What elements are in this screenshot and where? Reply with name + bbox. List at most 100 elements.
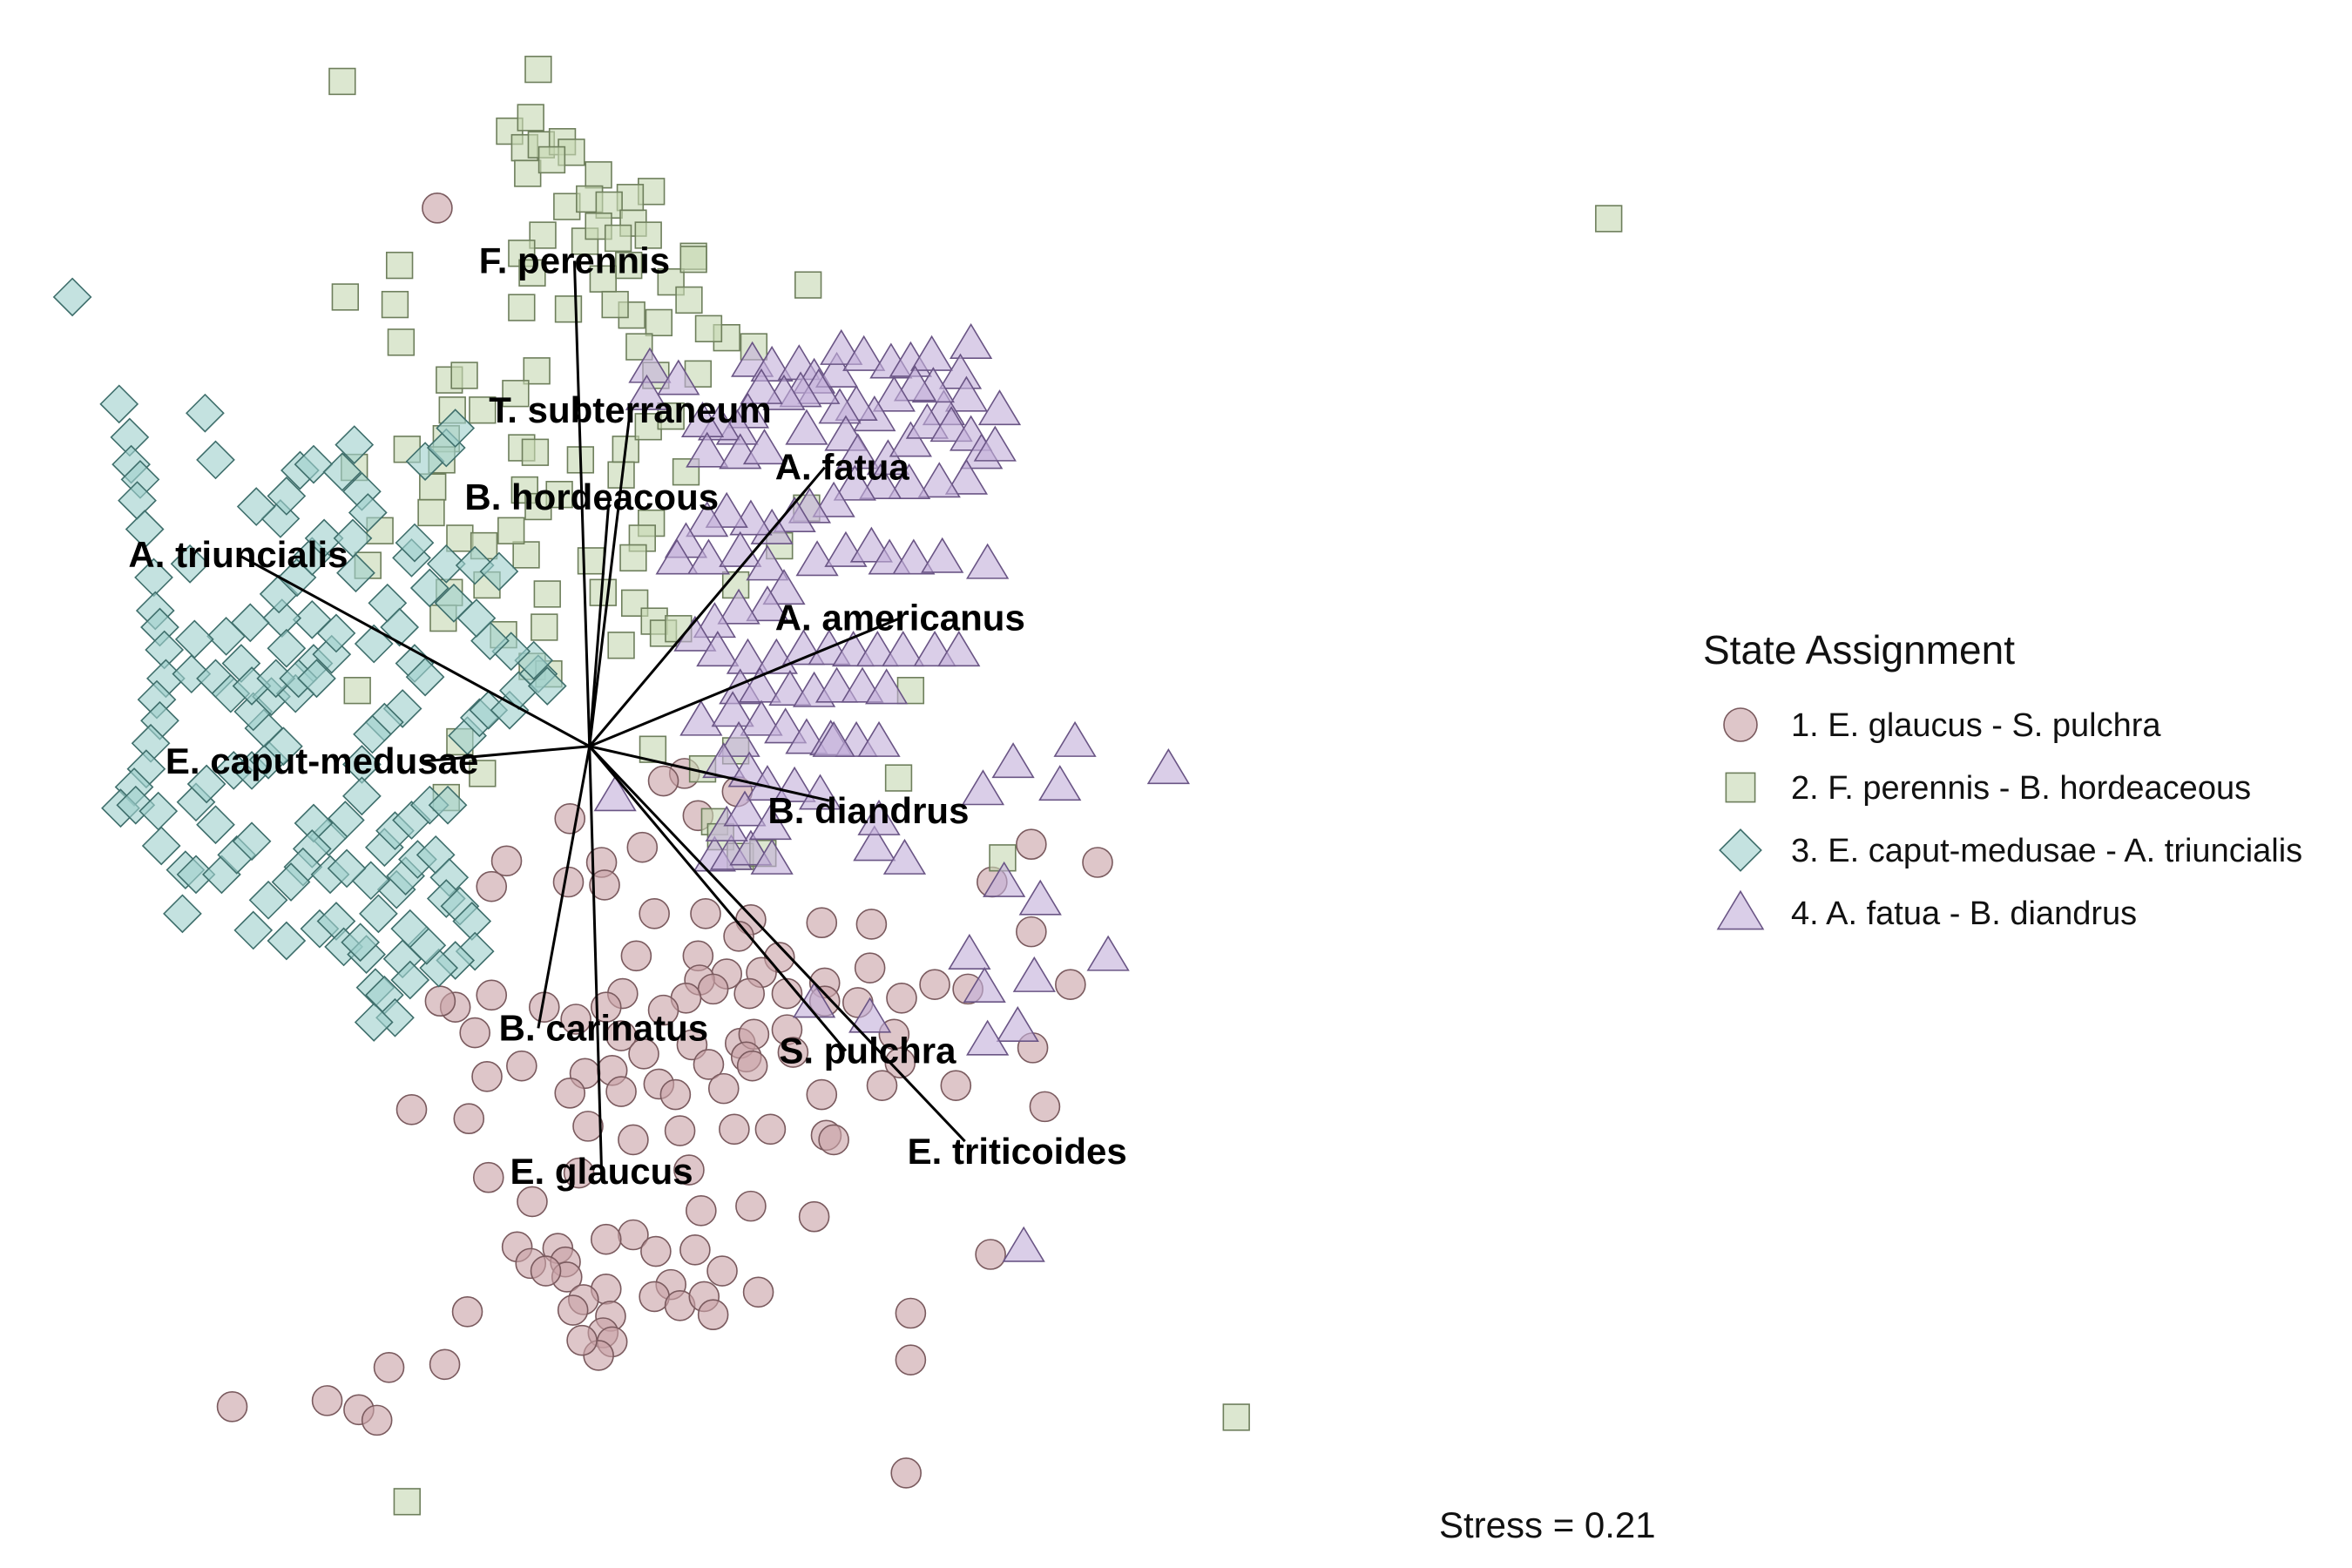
vector-line [588, 466, 826, 747]
data-point [726, 638, 770, 674]
data-point [729, 829, 773, 866]
data-point [628, 1038, 659, 1070]
data-point [707, 1072, 740, 1105]
vector-label: A. fatua [775, 447, 910, 488]
data-point [711, 691, 754, 727]
data-point [694, 314, 723, 342]
data-point [354, 1003, 394, 1042]
data-point [882, 838, 927, 875]
data-point [590, 991, 622, 1023]
vector-label: A. americanus [775, 598, 1025, 639]
data-point [963, 966, 1006, 1004]
data-point [335, 425, 375, 464]
data-point [422, 193, 453, 224]
data-point [723, 790, 767, 827]
data-point [297, 659, 336, 699]
data-point [836, 433, 880, 470]
data-point [271, 862, 311, 902]
data-point [1222, 1403, 1250, 1431]
legend-key [1719, 828, 1762, 872]
data-point [348, 493, 388, 532]
vector-line [588, 746, 604, 1172]
data-point [966, 1019, 1010, 1056]
data-point [52, 277, 92, 317]
stress-label: Stress = 0.21 [1439, 1504, 1656, 1545]
data-point [818, 388, 862, 424]
data-point [311, 1385, 343, 1416]
data-point [895, 1344, 927, 1375]
data-point [794, 271, 822, 299]
data-point [385, 251, 414, 280]
data-point [966, 543, 1010, 579]
data-point [605, 1076, 637, 1107]
legend-key [1716, 889, 1765, 930]
data-point [673, 1154, 705, 1186]
data-point [647, 765, 679, 797]
data-point [921, 537, 964, 573]
vector-line [588, 745, 966, 1143]
data-point [806, 1078, 838, 1111]
data-point [748, 804, 793, 841]
data-point [679, 700, 723, 736]
series-3 [52, 277, 567, 1042]
data-point [373, 1352, 405, 1383]
data-point [1595, 205, 1623, 233]
data-point [853, 825, 896, 862]
data-point [771, 977, 803, 1010]
data-point [566, 1324, 598, 1356]
data-point [697, 1299, 729, 1331]
data-point [975, 1239, 1006, 1270]
data-point [530, 1255, 562, 1287]
data-point [750, 838, 794, 875]
data-point [777, 1037, 809, 1068]
data-point [619, 544, 647, 572]
data-point [359, 894, 398, 934]
data-point [527, 666, 567, 706]
data-point [888, 463, 931, 499]
data-point [294, 444, 334, 484]
data-point [884, 764, 913, 792]
data-point [857, 720, 901, 757]
data-point [170, 544, 210, 584]
data-point [429, 1348, 461, 1381]
data-point [882, 631, 925, 667]
data-point [773, 766, 816, 802]
data-point [589, 265, 617, 293]
vector-line [588, 745, 848, 1052]
vector-label: B. diandrus [767, 790, 969, 831]
legend-entry: 1. E. glaucus - S. pulchra [1723, 707, 2161, 744]
data-point [514, 159, 542, 187]
data-point [944, 458, 989, 495]
data-point [517, 1186, 548, 1218]
data-point [517, 104, 544, 132]
data-point [434, 583, 474, 623]
data-point [163, 894, 202, 934]
data-point [866, 439, 910, 476]
data-point [798, 1200, 830, 1233]
legend-key [1723, 707, 1758, 742]
vector-line [422, 745, 590, 763]
data-point [884, 1047, 916, 1078]
vector-label: B. hordeacous [464, 476, 719, 517]
data-point [387, 328, 416, 356]
vector-label: E. glaucus [510, 1151, 693, 1192]
legend-label: 4. A. fatua - B. diandrus [1791, 896, 2137, 932]
legend-entries: 1. E. glaucus - S. pulchra 2. F. perennis… [1716, 707, 2302, 932]
data-point [740, 700, 783, 736]
data-point [563, 1157, 595, 1189]
data-point [476, 870, 508, 902]
data-point [626, 831, 659, 863]
legend-key [1725, 772, 1756, 803]
data-point [196, 440, 235, 480]
vector-line [237, 553, 591, 748]
data-point [233, 910, 274, 950]
data-point [886, 982, 917, 1014]
data-point [428, 785, 468, 825]
legend-entry: 4. A. fatua - B. diandrus [1716, 889, 2137, 932]
data-point [436, 409, 476, 448]
data-point [328, 67, 356, 96]
data-point [742, 429, 787, 465]
vector-label: F. perennis [479, 240, 670, 280]
data-point [659, 1078, 692, 1111]
data-point [686, 431, 729, 468]
